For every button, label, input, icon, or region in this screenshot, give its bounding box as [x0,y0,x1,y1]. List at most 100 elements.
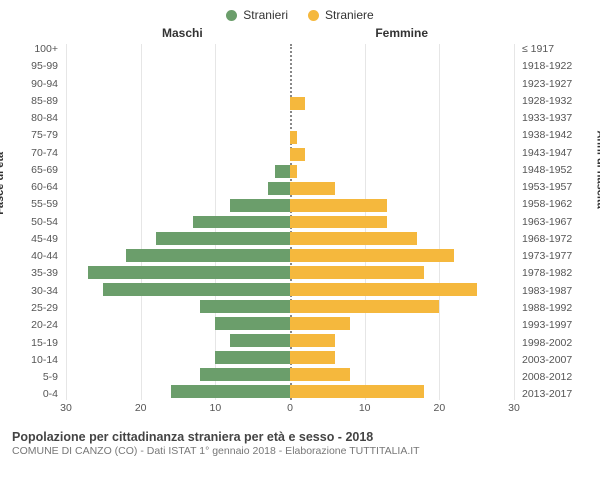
caption: Popolazione per cittadinanza straniera p… [12,430,588,457]
swatch-female [308,10,319,21]
bar-female [290,283,477,296]
column-headers: Maschi Femmine [12,26,588,42]
birth-year-label: 1993-1997 [522,320,588,331]
bar-row [66,44,514,61]
x-tick: 20 [433,402,445,414]
birth-year-label: 1958-1962 [522,199,588,210]
birth-year-label: 1928-1932 [522,96,588,107]
birth-year-label: 2003-2007 [522,355,588,366]
population-pyramid-chart: Stranieri Straniere Maschi Femmine Fasce… [0,0,600,500]
bar-female [290,266,424,279]
bar-row [66,315,514,332]
age-label: 10-14 [12,355,58,366]
swatch-male [226,10,237,21]
birth-year-label: 1978-1982 [522,268,588,279]
bar-male [103,283,290,296]
bar-male [156,232,290,245]
bar-female [290,216,387,229]
bar-female [290,385,424,398]
bar-female [290,131,297,144]
age-label: 100+ [12,44,58,55]
bar-male [171,385,290,398]
y-axis-label-left: Fasce di età [0,152,6,215]
bar-female [290,182,335,195]
birth-year-label: 1933-1937 [522,113,588,124]
age-label: 0-4 [12,389,58,400]
bar-male [275,165,290,178]
bar-row [66,332,514,349]
birth-year-label: 1943-1947 [522,148,588,159]
bar-female [290,300,439,313]
y-axis-age-groups: 100+95-9990-9485-8980-8475-7970-7465-696… [12,44,62,400]
bar-row [66,61,514,78]
age-label: 20-24 [12,320,58,331]
bar-row [66,129,514,146]
bar-male [230,199,290,212]
age-label: 50-54 [12,217,58,228]
birth-year-label: 1948-1952 [522,165,588,176]
age-label: 5-9 [12,372,58,383]
bar-row [66,112,514,129]
bar-row [66,383,514,400]
bar-male [215,351,290,364]
bar-female [290,199,387,212]
bar-male [88,266,290,279]
plot-area: Fasce di età Anni di nascita 100+95-9990… [12,44,588,424]
bar-male [268,182,290,195]
x-tick: 20 [135,402,147,414]
header-female: Femmine [375,26,428,40]
age-label: 30-34 [12,286,58,297]
bar-row [66,146,514,163]
age-label: 65-69 [12,165,58,176]
x-tick: 10 [359,402,371,414]
bar-rows [66,44,514,400]
age-label: 95-99 [12,61,58,72]
birth-year-label: 2008-2012 [522,372,588,383]
bars-area [66,44,514,400]
bar-row [66,78,514,95]
bar-male [126,249,290,262]
birth-year-label: 1998-2002 [522,338,588,349]
bar-row [66,230,514,247]
bar-row [66,264,514,281]
age-label: 45-49 [12,234,58,245]
caption-title: Popolazione per cittadinanza straniera p… [12,430,588,444]
bar-row [66,281,514,298]
bar-row [66,247,514,264]
bar-male [193,216,290,229]
header-male: Maschi [162,26,203,40]
bar-row [66,214,514,231]
x-tick: 10 [209,402,221,414]
bar-row [66,298,514,315]
bar-female [290,232,417,245]
legend-item-female: Straniere [308,8,374,22]
bar-female [290,165,297,178]
legend-label-male: Stranieri [243,8,288,22]
bar-row [66,163,514,180]
y-axis-label-right: Anni di nascita [594,130,600,208]
gridline [514,44,515,400]
bar-female [290,97,305,110]
birth-year-label: 1973-1977 [522,251,588,262]
bar-male [230,334,290,347]
bar-female [290,249,454,262]
bar-row [66,180,514,197]
legend: Stranieri Straniere [12,8,588,22]
bar-female [290,148,305,161]
caption-subtitle: COMUNE DI CANZO (CO) - Dati ISTAT 1° gen… [12,445,588,457]
x-tick: 30 [508,402,520,414]
age-label: 60-64 [12,182,58,193]
age-label: 70-74 [12,148,58,159]
birth-year-label: 1923-1927 [522,79,588,90]
x-axis: 3020100102030 [66,402,514,418]
age-label: 25-29 [12,303,58,314]
age-label: 55-59 [12,199,58,210]
birth-year-label: 1963-1967 [522,217,588,228]
age-label: 80-84 [12,113,58,124]
birth-year-label: ≤ 1917 [522,44,588,55]
legend-item-male: Stranieri [226,8,288,22]
bar-row [66,95,514,112]
age-label: 75-79 [12,130,58,141]
bar-row [66,349,514,366]
age-label: 15-19 [12,338,58,349]
